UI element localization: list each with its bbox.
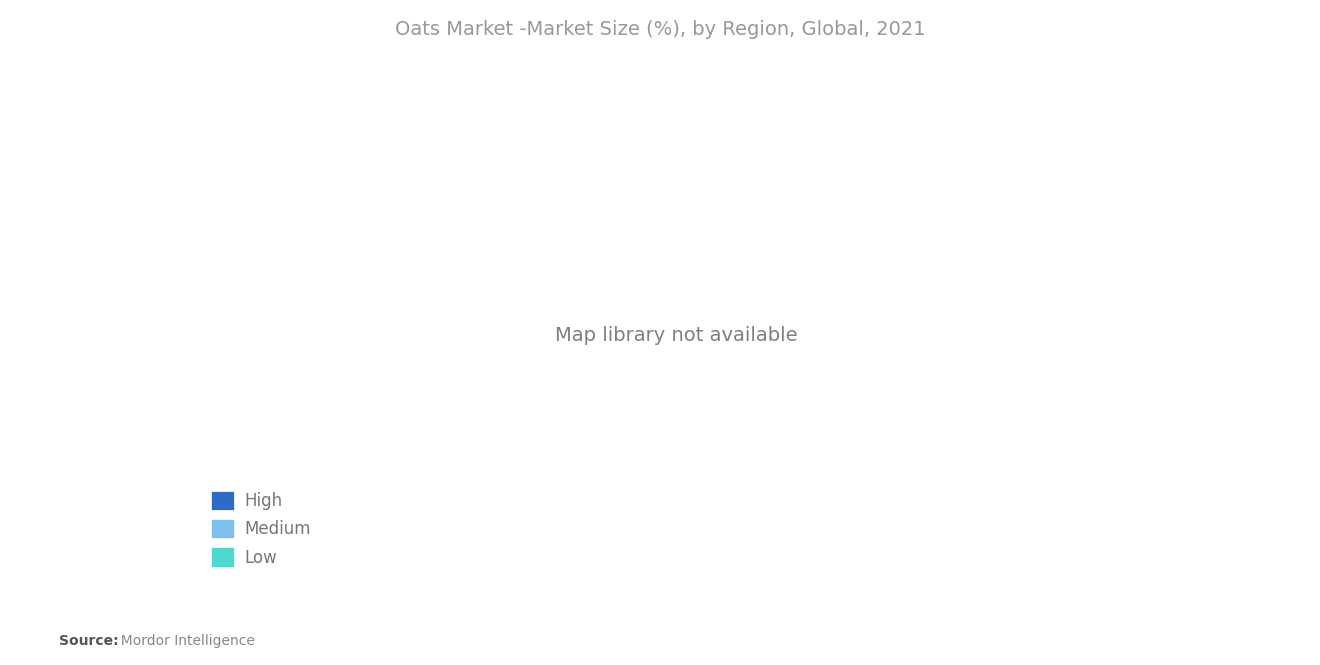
Polygon shape [1237,615,1275,645]
Legend: High, Medium, Low: High, Medium, Low [205,484,317,573]
Text: Mordor Intelligence: Mordor Intelligence [112,634,255,648]
Text: Map library not available: Map library not available [556,327,797,345]
Polygon shape [1175,615,1228,645]
Text: Oats Market -Market Size (%), by Region, Global, 2021: Oats Market -Market Size (%), by Region,… [395,20,925,39]
Text: Source:: Source: [59,634,119,648]
